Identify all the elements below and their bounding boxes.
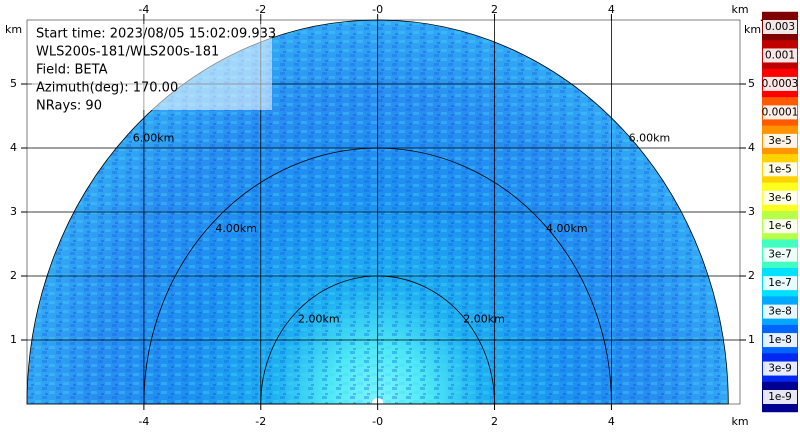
- y-tick-label: 5: [748, 77, 755, 90]
- range-label: 4.00km: [546, 222, 588, 235]
- y-tick-label: 4: [10, 141, 17, 154]
- colorbar-label: 1e-8: [768, 334, 792, 346]
- x-tick-label: -4: [138, 415, 149, 428]
- range-label: 2.00km: [298, 312, 340, 325]
- axes: -4 -4 -2 -2 -0 -0 2 2 4 4 1 1 2 2 3 3 4 4 5 5 km km km km 2.00km…: [5, 3, 798, 428]
- info-line: WLS200s-181/WLS200s-181: [36, 45, 219, 60]
- colorbar-label: 0.0003: [762, 78, 799, 90]
- info-line: Field: BETA: [36, 63, 108, 78]
- x-tick-label: 4: [608, 3, 615, 16]
- colorbar-label: 3e-5: [768, 135, 792, 147]
- colorbar-label: 3e-6: [768, 192, 792, 204]
- plot-frame: [26, 19, 741, 405]
- x-tick-label: -2: [255, 415, 266, 428]
- info-background: [32, 24, 272, 110]
- y-tick-label: 3: [748, 205, 755, 218]
- colorbar-label: 1e-5: [768, 163, 792, 175]
- colorbar-label: 0.001: [765, 49, 795, 61]
- range-label: 4.00km: [215, 222, 257, 235]
- y-tick-label: 1: [748, 333, 755, 346]
- colorbar-label: 3e-8: [768, 306, 792, 318]
- x-tick-label: -0: [372, 415, 383, 428]
- colorbar-label: 3e-9: [768, 363, 792, 375]
- colorbar-label-bg: [763, 190, 797, 205]
- colorbar-label-bg: [763, 219, 797, 234]
- colorbar-label-bg: [763, 247, 797, 262]
- colorbar-label-bg: [763, 20, 797, 34]
- info-box: Start time: 2023/08/05 15:02:09.933 WLS20…: [32, 24, 276, 114]
- y-unit: km: [744, 23, 761, 36]
- colorbar-label: 1e-7: [768, 277, 792, 289]
- x-tick-label: -0: [372, 3, 383, 16]
- info-line: Start time: 2023/08/05 15:02:09.933: [36, 27, 276, 42]
- colorbar-label: 1e-9: [768, 391, 792, 403]
- x-tick-label: 4: [608, 415, 615, 428]
- range-label: 6.00km: [629, 131, 671, 144]
- colorbar-label-bg: [763, 304, 797, 319]
- y-tick-label: 1: [10, 333, 17, 346]
- y-tick-label: 4: [748, 141, 755, 154]
- colorbar-label: 1e-6: [768, 220, 792, 232]
- x-unit: km: [731, 415, 748, 428]
- info-line: NRays: 90: [36, 99, 102, 114]
- colorbar-label-bg: [763, 133, 797, 148]
- x-tick-label: 2: [491, 3, 498, 16]
- colorbar-label-bg: [763, 390, 797, 404]
- y-tick-label: 3: [10, 205, 17, 218]
- colorbar-label-bg: [763, 48, 797, 63]
- colorbar-label: 3e-7: [768, 249, 792, 261]
- colorbar-label-bg: [763, 76, 797, 91]
- colorbar-label: 0.003: [765, 21, 795, 33]
- colorbar-label-bg: [763, 333, 797, 348]
- colorbar-label: 0.0001: [762, 106, 799, 118]
- x-tick-label: 2: [491, 415, 498, 428]
- x-tick-label: -4: [138, 3, 149, 16]
- colorbar-label-bg: [763, 162, 797, 177]
- y-tick-label: 2: [748, 269, 755, 282]
- colorbar-label-bg: [763, 361, 797, 376]
- info-line: Azimuth(deg): 170.00: [36, 81, 178, 96]
- range-label: 2.00km: [463, 312, 505, 325]
- colorbar-label-bg: [763, 105, 797, 120]
- y-tick-label: 5: [10, 77, 17, 90]
- range-label: 6.00km: [133, 131, 175, 144]
- y-tick-label: 2: [10, 269, 17, 282]
- y-unit: km: [5, 23, 22, 36]
- x-tick-label: -2: [255, 3, 266, 16]
- colorbar-label-bg: [763, 276, 797, 291]
- x-unit: km: [731, 3, 748, 16]
